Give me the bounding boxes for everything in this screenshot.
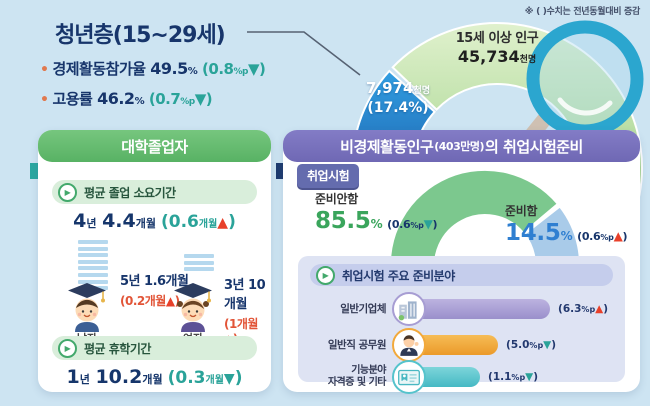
down-arrow-icon: ▼ (223, 371, 235, 387)
female-ladder-bars (184, 254, 214, 274)
preparing-stat: 준비함 14.5% (0.6%p▲) (505, 204, 628, 246)
prep-fields-subpanel: ▶ 취업시험 주요 준비분야 일반기업체 (298, 256, 625, 394)
exam-badge: 취업시험 (297, 164, 360, 188)
graduates-panel-title: 대학졸업자 (38, 130, 271, 162)
company-building-icon (392, 292, 426, 326)
stat-participation-rate: • 경제활동참가율 49.5% (0.8%p▼) (40, 59, 266, 78)
female-graduate-icon (174, 283, 212, 332)
section-leave-duration: ▶ 평균 휴학기간 (52, 336, 257, 360)
down-arrow-icon: ▼ (543, 339, 552, 351)
leave-duration-value: 1년 10.2개월 (0.3개월▼) (66, 366, 243, 388)
male-stat: 5년 1.6개월 (0.2개월▲) (120, 274, 189, 308)
graduates-panel: 대학졸업자 ▶ 평균 졸업 소요기간 4년 4.4개월(0.6개월▲) 남자 5… (38, 130, 271, 392)
bullet-icon: • (40, 92, 49, 108)
id-card-icon (392, 360, 426, 394)
donut-center-label: 15세 이상 인구 45,734천명 (455, 31, 539, 67)
stat-employment-rate: • 고용률 46.2% (0.7%p▼) (40, 89, 213, 108)
up-arrow-icon: ▲ (595, 303, 604, 315)
bar-license (408, 367, 480, 387)
page-title: 청년층(15~29세) (55, 23, 226, 48)
bullet-icon: • (40, 62, 49, 78)
down-arrow-icon: ▼ (423, 217, 433, 231)
male-graduate-icon (68, 283, 106, 332)
exam-panel-title: 비경제활동인구 (403만명) 의 취업시험준비 (283, 130, 640, 162)
bar-row-civil-servant: 일반직 공무원 18.2% (5.0%p▼) (308, 328, 620, 362)
section-grad-duration: ▶ 평균 졸업 소요기간 (52, 180, 257, 204)
connector-line (247, 31, 361, 76)
civil-servant-icon (392, 328, 426, 362)
donut-youth-label: 7,974천명 (17.4%) (365, 79, 430, 116)
up-arrow-icon: ▲ (165, 294, 175, 308)
prep-fields-header: ▶ 취업시험 주요 준비분야 (310, 264, 613, 286)
not-preparing-stat: 준비안함 85.5% (0.6%p▼) (315, 192, 438, 234)
bar-company (408, 299, 550, 319)
grad-duration-value: 4년 4.4개월 (0.6개월▲) (73, 210, 236, 232)
play-icon: ▶ (58, 182, 77, 202)
play-icon: ▶ (58, 338, 77, 358)
bar-civil-servant (408, 335, 498, 355)
bar-row-company: 일반기업체 36.0% (308, 292, 620, 326)
down-arrow-icon: ▼ (194, 90, 207, 108)
down-arrow-icon: ▼ (247, 60, 260, 78)
down-arrow-icon: ▼ (525, 371, 534, 383)
up-arrow-icon: ▲ (217, 215, 229, 231)
exam-prep-panel: 비경제활동인구 (403만명) 의 취업시험준비 취업시험 준비안함 85.5% (… (283, 130, 640, 394)
up-arrow-icon: ▲ (613, 229, 623, 243)
play-icon: ▶ (316, 265, 335, 285)
footnote: ※ ( )수치는 전년동월대비 증감 (524, 7, 641, 17)
